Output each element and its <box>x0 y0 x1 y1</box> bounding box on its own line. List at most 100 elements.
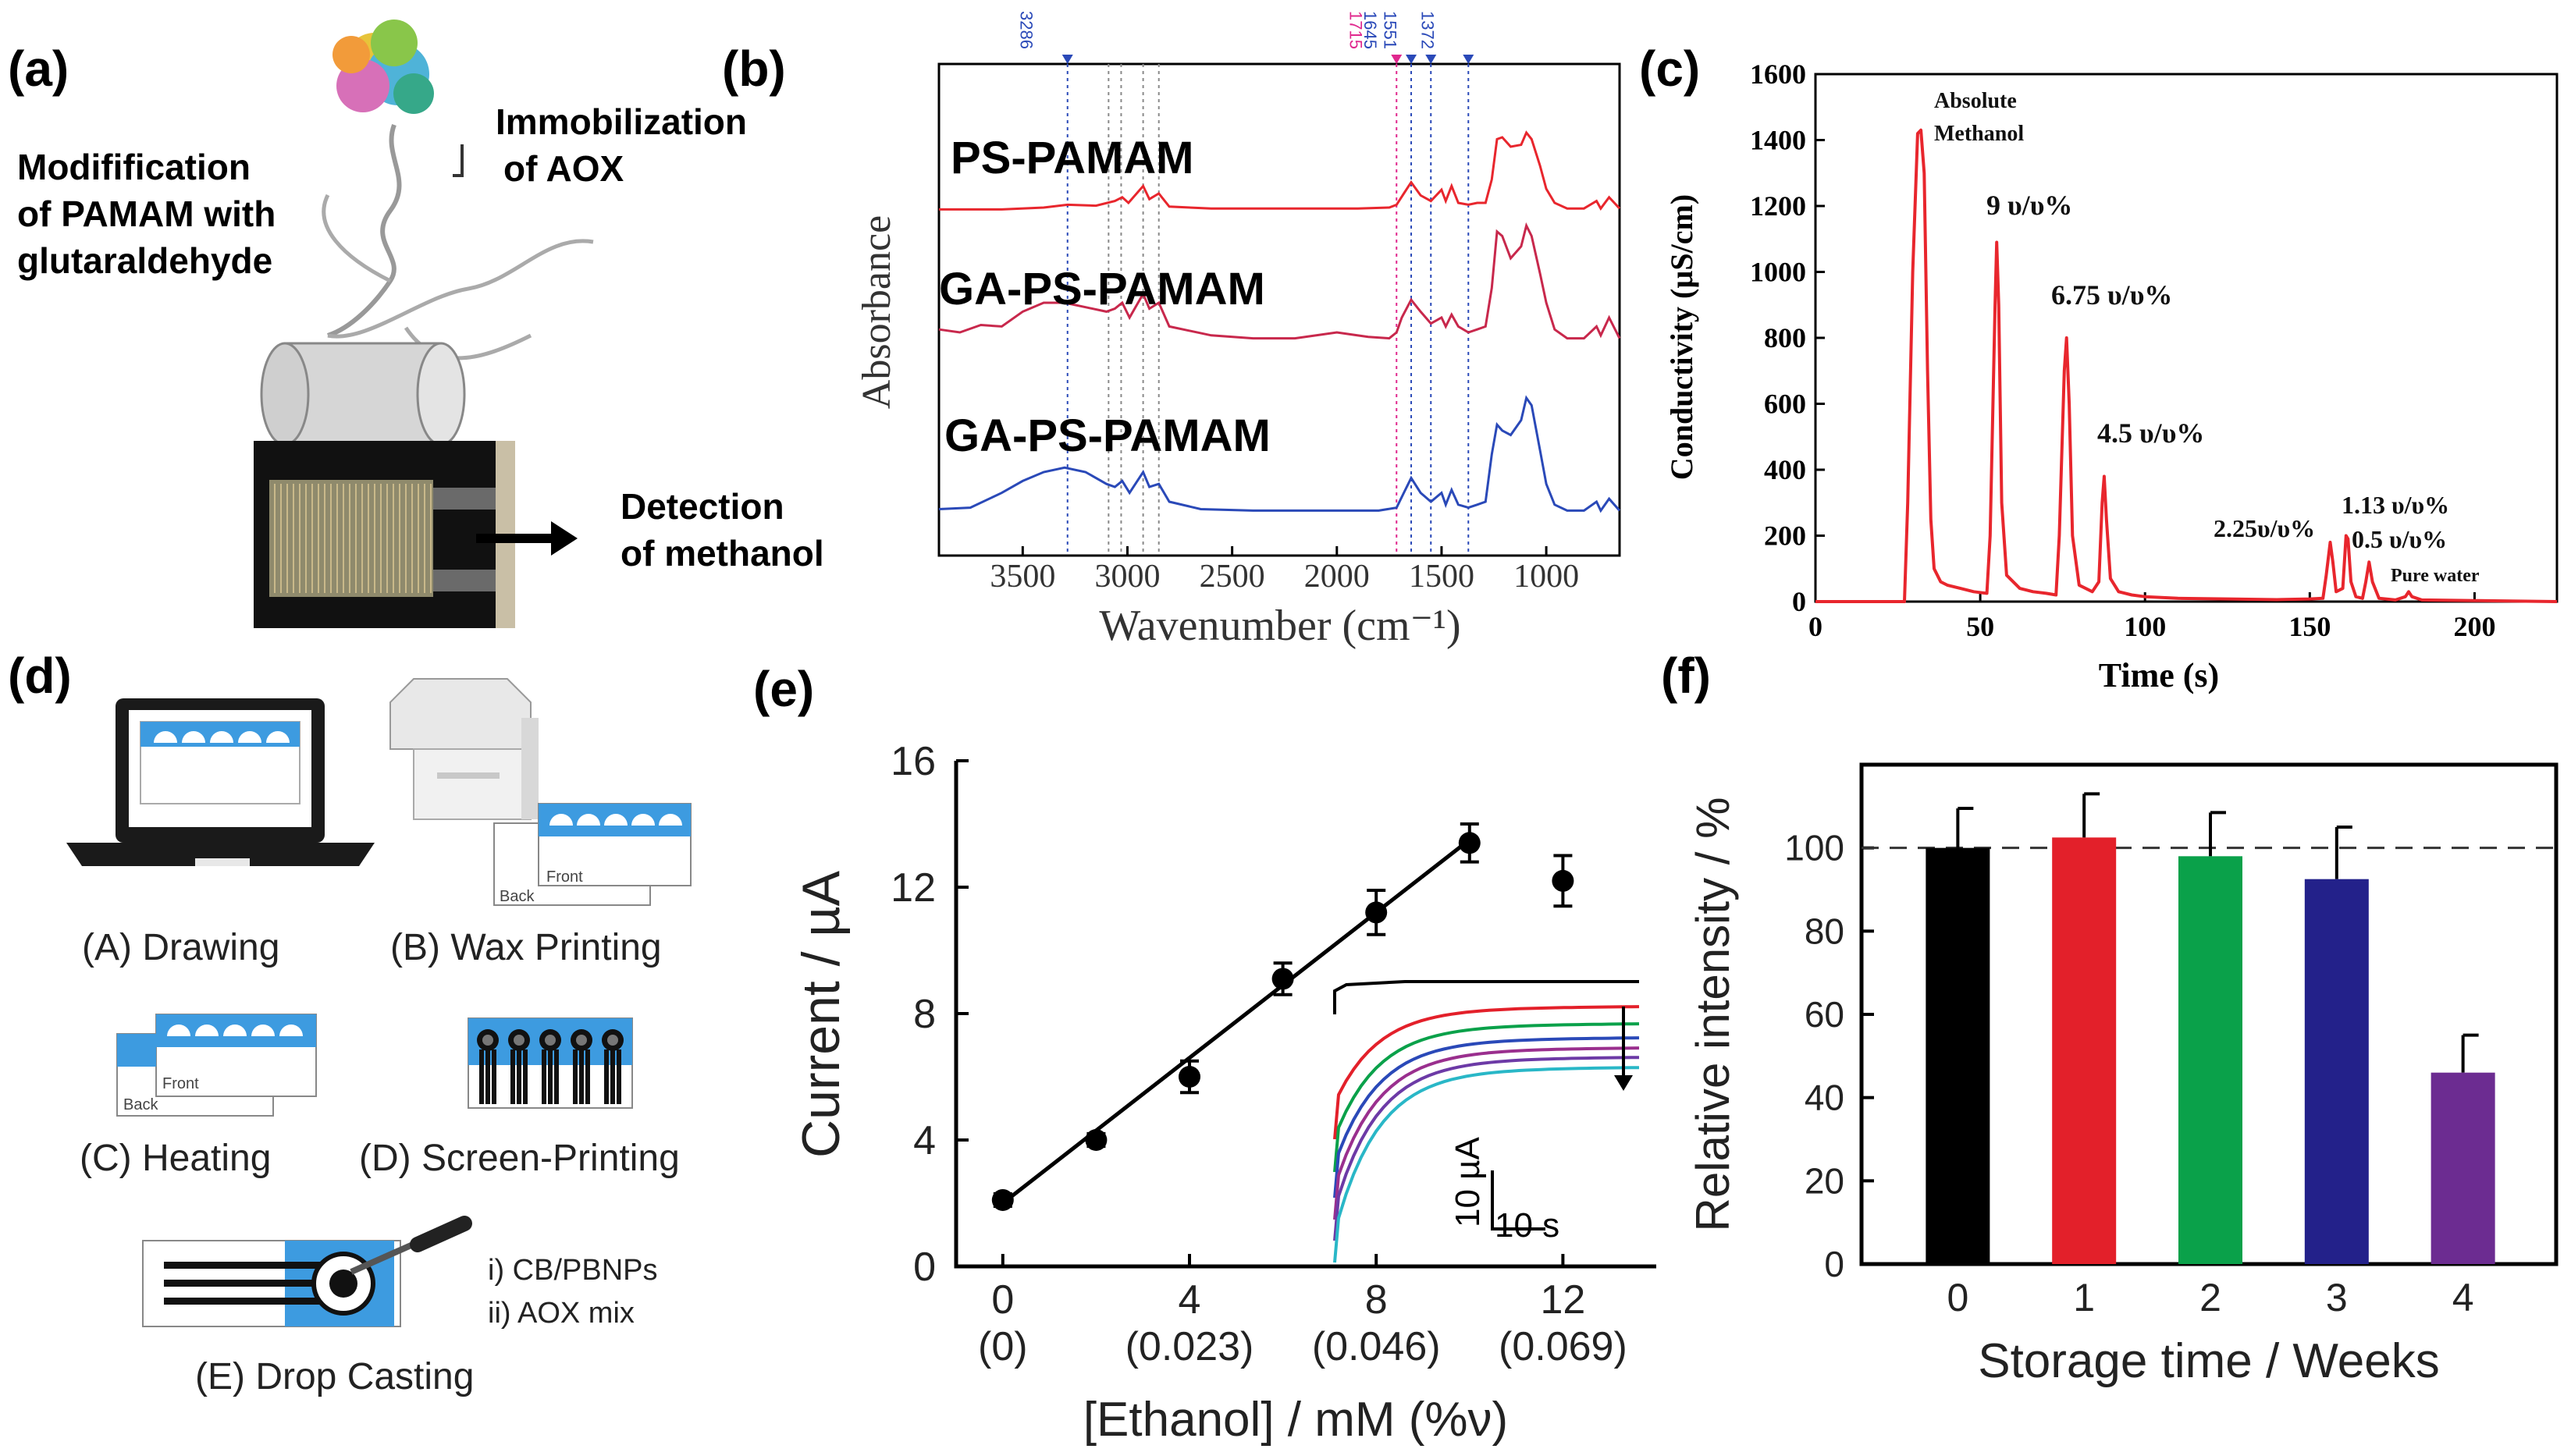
x-tick-label: 4 <box>2452 1276 2474 1319</box>
y-tick-label: 80 <box>1805 911 1844 951</box>
panel-f-label: (f) <box>1661 648 1711 704</box>
y-tick-label: 16 <box>891 739 936 784</box>
x-tick-sublabel: (0.069) <box>1499 1324 1627 1369</box>
x-tick-label: 12 <box>1540 1277 1585 1323</box>
x-tick-label: 1 <box>2073 1276 2095 1319</box>
peak-marker-icon <box>1061 55 1073 64</box>
electrode-track <box>604 1049 609 1104</box>
peak-label: 1372 <box>1417 11 1437 49</box>
bar-week-4 <box>2431 1072 2495 1264</box>
conductivity-ticks: 0 200 400 600 800 1000 1200 1400 1600 0 50 100 150 20… <box>1750 59 2495 642</box>
series-label-ga-ps-pamam-1: GA-PS-PAMAM <box>939 264 1265 314</box>
y-tick-label: 20 <box>1805 1160 1844 1201</box>
electrode-track <box>523 1049 528 1104</box>
y-tick-label: 100 <box>1784 828 1844 868</box>
current-y-axis-label: Current / µA <box>791 870 851 1158</box>
well-icon <box>604 814 628 826</box>
peak-label: 3286 <box>1017 11 1037 49</box>
well-icon <box>631 814 655 826</box>
inset-trace <box>1333 1066 1640 1263</box>
reagent-labels: i) CB/PBNPs ii) AOX mix <box>488 1254 657 1330</box>
inset-trace <box>1333 1056 1640 1241</box>
annotation-pure-water: Pure water <box>2391 566 2480 586</box>
front-label: Front <box>546 868 583 886</box>
ftir-series-2 <box>938 395 1621 513</box>
x-tick-label: 50 <box>1966 611 1994 642</box>
well-icon <box>549 814 573 826</box>
panel-d: (d) Back Front Bac <box>8 648 692 1397</box>
electrode-track <box>510 1049 515 1104</box>
electrode-center-icon <box>514 1035 525 1046</box>
annotation-1-13: 1.13 υ/υ% <box>2342 491 2449 519</box>
ftir-y-axis-label: Absorbance <box>855 215 899 409</box>
y-tick-label: 600 <box>1764 389 1806 420</box>
ftir-frame <box>937 62 1621 557</box>
sensor-chip <box>254 441 515 628</box>
electrode-cylinder <box>260 342 466 446</box>
step-heating: (C) Heating <box>80 1138 271 1179</box>
pamam-branch-2 <box>327 239 594 339</box>
annotation-6-75: 6.75 υ/υ% <box>2051 279 2172 311</box>
well-icon <box>182 731 205 743</box>
panel-e-label: (e) <box>753 661 814 717</box>
ftir-x-axis-label: Wavenumber (cm⁻¹) <box>1099 602 1460 650</box>
annotation-4-5: 4.5 υ/υ% <box>2097 417 2204 449</box>
x-tick-label: 100 <box>2124 611 2166 642</box>
y-tick-label: 0 <box>913 1245 936 1290</box>
y-tick-label: 0 <box>1824 1244 1844 1284</box>
well-icon <box>279 1025 303 1036</box>
inset-scale-y: 10 µA <box>1449 1136 1487 1227</box>
conductivity-x-axis-label: Time (s) <box>2099 656 2219 694</box>
panel-c-label: (c) <box>1639 41 1700 97</box>
current-x-axis-label: [Ethanol] / mM (%ν) <box>1083 1393 1508 1447</box>
bar-week-1 <box>2052 837 2117 1264</box>
electrode-track <box>585 1049 590 1104</box>
y-tick-label: 1600 <box>1750 59 1806 90</box>
x-tick-sublabel: (0.046) <box>1312 1324 1441 1369</box>
electrode-center-icon <box>576 1035 587 1046</box>
electrode-track <box>485 1049 490 1104</box>
y-tick-label: 1400 <box>1750 125 1806 156</box>
step-drop-casting: (E) Drop Casting <box>195 1356 474 1397</box>
x-tick-sublabel: (0) <box>978 1324 1028 1369</box>
y-tick-label: 0 <box>1792 586 1806 617</box>
x-tick-label: 200 <box>2453 611 2495 642</box>
electrode-track <box>548 1049 553 1104</box>
annotation-methanol: Methanol <box>1934 122 2024 146</box>
electrode-track <box>542 1049 546 1104</box>
x-tick-label: 0 <box>991 1277 1014 1323</box>
electrode-track <box>517 1049 521 1104</box>
linear-fit-line <box>1001 838 1471 1205</box>
y-tick-label: 8 <box>913 992 936 1037</box>
x-tick-label: 3 <box>2326 1276 2348 1319</box>
peak-label: 1645 <box>1360 11 1380 49</box>
electrode-track <box>610 1049 615 1104</box>
well-icon <box>210 731 233 743</box>
panel-e: (e) 04812160(0)4(0.023)8(0.046)12(0.069)… <box>753 661 1656 1447</box>
data-point <box>991 1188 1014 1211</box>
reagent-aox-mix: ii) AOX mix <box>488 1297 635 1330</box>
bar-week-2 <box>2178 856 2242 1264</box>
inset-scale-x: 10 s <box>1495 1206 1559 1245</box>
well-icon <box>251 1025 275 1036</box>
data-point <box>1085 1129 1108 1151</box>
conductivity-y-axis-label: Conductivity (µS/cm) <box>1664 194 1699 480</box>
half-moon-wells <box>154 731 682 1036</box>
ftir-plot <box>938 130 1621 513</box>
annotation-0-5: 0.5 υ/υ% <box>2352 525 2447 553</box>
arrow-down-icon <box>1614 1075 1633 1091</box>
back-label-heating: Back <box>123 1096 158 1113</box>
pamam-branch-1 <box>322 194 392 283</box>
electrode-track <box>492 1049 496 1104</box>
y-tick-label: 800 <box>1764 322 1806 353</box>
y-tick-label: 1200 <box>1750 190 1806 222</box>
well-icon <box>659 814 682 826</box>
current-plot <box>991 822 1574 1211</box>
wax-printed-sheets: Back Front <box>493 803 692 906</box>
protein-illustration <box>332 20 434 114</box>
inset-trace <box>1333 1036 1640 1199</box>
pamam-branch-3 <box>404 326 532 360</box>
bar-week-3 <box>2304 879 2369 1264</box>
